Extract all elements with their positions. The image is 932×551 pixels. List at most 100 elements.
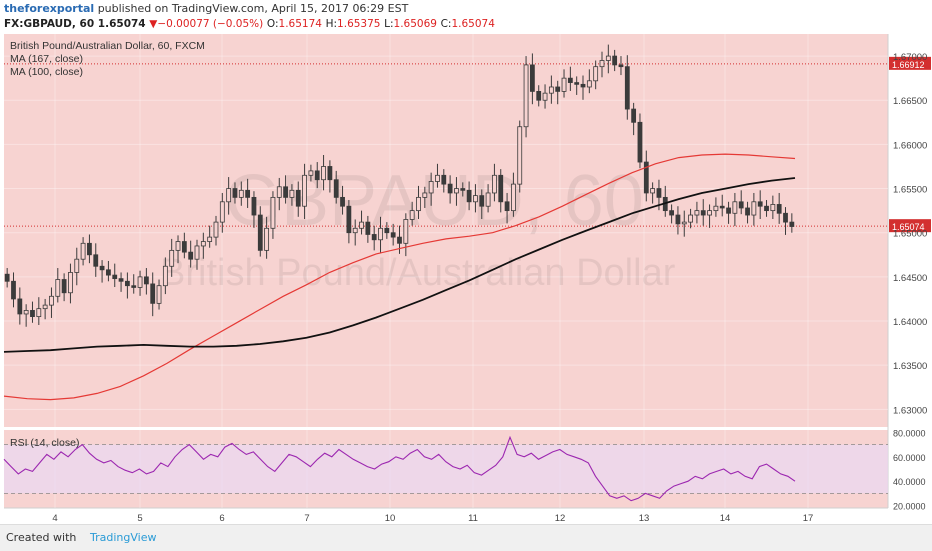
candle-body (42, 304, 48, 310)
candle-body (416, 196, 421, 212)
candle-body (226, 188, 232, 203)
candle-body (150, 283, 156, 304)
candle-body (276, 186, 282, 198)
candle-body (295, 189, 301, 207)
candle-body (624, 66, 630, 110)
high-label: H: (325, 18, 338, 30)
candle-body (49, 295, 54, 306)
candle-body (770, 204, 776, 212)
candle-body (700, 210, 706, 216)
x-tick-label: 4 (52, 513, 57, 524)
watermark-sub: British Pound/Australian Dollar (160, 252, 676, 294)
candle-body (473, 195, 478, 203)
candle-body (371, 234, 377, 241)
candle-body (751, 201, 757, 216)
candle-body (137, 276, 143, 288)
x-tick-label: 17 (803, 513, 814, 524)
candle-body (650, 188, 656, 194)
candle-body (333, 179, 339, 198)
candle-body (181, 241, 187, 253)
candle-body (561, 77, 567, 92)
candle-body (536, 91, 542, 101)
candle-body (555, 86, 561, 92)
y-tick-label: 1.65000 (893, 229, 927, 240)
candle-body (188, 251, 194, 260)
candle-body (580, 83, 586, 88)
candle-body (397, 236, 402, 244)
candle-body (498, 174, 504, 203)
ma-line (3, 153, 796, 401)
rsi-legend: RSI (14, close) (10, 437, 79, 449)
rsi-tick-label: 40.0000 (893, 477, 926, 487)
candle-body (346, 205, 352, 234)
candle-body (681, 221, 687, 225)
rsi-band (4, 444, 888, 494)
candle-body (219, 201, 225, 223)
candle-body (542, 92, 548, 101)
candle-body (745, 207, 750, 216)
candle-body (586, 80, 592, 88)
tradingview-link[interactable]: TradingView (90, 531, 157, 544)
candle-body (599, 60, 605, 68)
candle-body (789, 221, 795, 227)
candle-body (302, 174, 307, 207)
price-chart[interactable]: GBPAUD, 60 British Pound/Australian Doll… (0, 30, 932, 524)
y-tick-label: 1.66000 (893, 140, 927, 151)
candle-body (213, 221, 219, 238)
open-value: 1.65174 (278, 18, 322, 30)
candle-body (106, 269, 111, 276)
candle-body (238, 189, 244, 198)
x-tick-label: 10 (385, 513, 396, 524)
candle-body (11, 280, 16, 300)
candle-body (131, 285, 137, 288)
change-value: −0.00077 (−0.05%) (157, 18, 264, 30)
candle-body (574, 82, 580, 85)
candle-body (99, 265, 105, 271)
candle-body (713, 205, 719, 212)
candle-body (143, 276, 149, 285)
candle-body (504, 201, 510, 212)
candle-body (118, 278, 124, 282)
candle-body (612, 55, 618, 66)
candle-body (93, 254, 99, 267)
candle-body (726, 207, 731, 214)
down-arrow-icon: ▼ (149, 18, 158, 30)
grid (4, 34, 888, 508)
moving-averages (3, 153, 796, 401)
candle-body (548, 86, 554, 94)
candle-body (289, 189, 295, 198)
ma-line (3, 177, 796, 353)
candle-body (23, 310, 29, 315)
y-tick-label: 1.64500 (893, 273, 927, 284)
candle-body (17, 298, 23, 315)
candle-body (732, 201, 738, 214)
y-tick-label: 1.63500 (893, 361, 927, 372)
candle-body (245, 189, 251, 198)
candle-body (694, 210, 700, 216)
candle-body (675, 214, 681, 225)
candle-body (511, 183, 516, 212)
author-link[interactable]: theforexportal (4, 2, 95, 15)
ohlc-line: FX:GBPAUD, 60 1.65074 ▼−0.00077 (−0.05%)… (4, 18, 495, 30)
y-tick-label: 1.66500 (893, 96, 927, 107)
candle-body (270, 196, 276, 229)
candle-body (365, 221, 371, 235)
candle-body (466, 189, 472, 203)
candle-body (264, 227, 270, 251)
candle-body (738, 201, 744, 209)
legend-ma-167: MA (167, close) (10, 53, 83, 65)
candle-body (656, 188, 662, 198)
candle-body (669, 210, 675, 216)
watermark-main: GBPAUD, 60 (225, 161, 644, 241)
candle-body (175, 241, 181, 251)
candle-body (422, 192, 428, 198)
candle-body (428, 181, 434, 194)
price-level-tag (889, 56, 931, 70)
candle-body (308, 170, 314, 176)
candle-body (605, 55, 611, 61)
candle-body (87, 242, 92, 256)
candle-body (194, 245, 200, 260)
x-tick-label: 14 (720, 513, 731, 524)
candle-body (390, 232, 396, 238)
candle-body (378, 227, 383, 241)
